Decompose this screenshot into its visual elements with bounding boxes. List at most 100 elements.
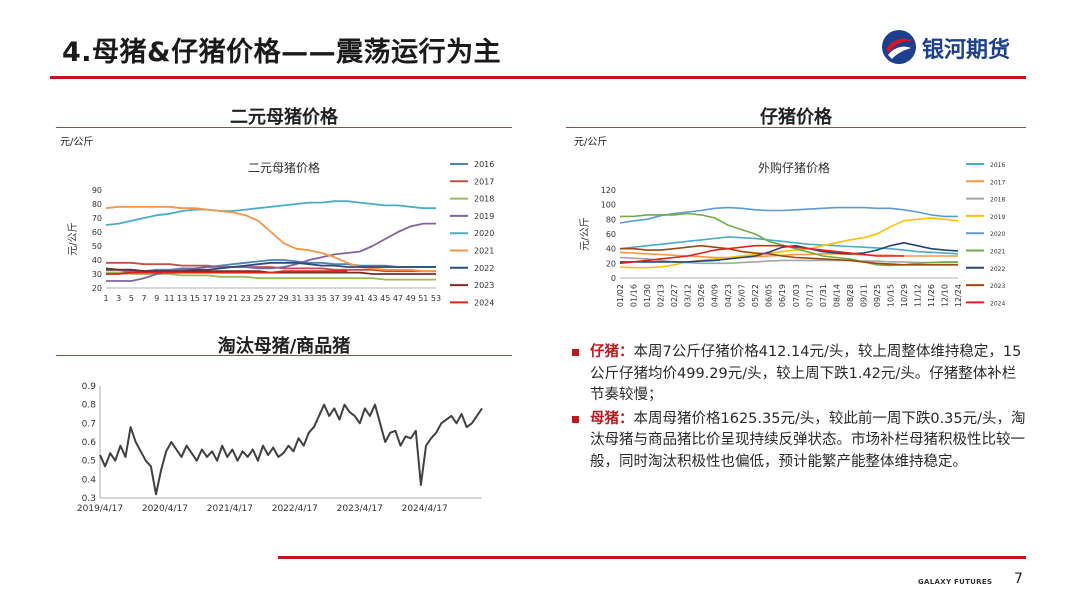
- y-tick-label: 30: [92, 270, 102, 279]
- x-tick-label: 2021/4/17: [207, 504, 253, 514]
- x-tick-label: 2019/4/17: [77, 504, 123, 514]
- x-tick-label: 01/02: [616, 284, 625, 307]
- x-tick-label: 2020/4/17: [142, 504, 188, 514]
- legend-label-2021: 2021: [474, 247, 494, 256]
- y-tick-label: 0.7: [82, 419, 96, 429]
- y-tick-label: 100: [601, 201, 616, 210]
- x-tick-label: 11/26: [927, 284, 936, 307]
- x-tick-label: 25: [253, 294, 263, 303]
- legend-label-2020: 2020: [990, 231, 1005, 238]
- y-axis-label: 元/公斤: [67, 222, 79, 255]
- y-tick-label: 0.5: [82, 457, 96, 467]
- x-tick-label: 2023/4/17: [337, 504, 383, 514]
- piglet-price-chart: 外购仔猪价格 0 20 40 60 80 100 120 01/02 01/16 01/30 02/1…: [579, 160, 1005, 307]
- x-tick-label: 09/11: [859, 284, 868, 307]
- series-line-2024: [106, 270, 348, 275]
- x-tick-label: 27: [266, 294, 276, 303]
- series-line-2023: [620, 244, 958, 266]
- galaxy-logo-icon: [882, 30, 916, 64]
- logo-text: 银河期货: [922, 38, 1011, 63]
- legend-label-2019: 2019: [990, 214, 1005, 221]
- y-tick-label: 0.8: [82, 401, 97, 411]
- bullet-square-icon: [572, 415, 579, 423]
- y-tick-label: 50: [92, 242, 102, 251]
- x-tick-label: 08/28: [846, 284, 855, 307]
- x-tick-label: 03/12: [684, 284, 693, 307]
- y-tick-label: 0.6: [82, 438, 97, 448]
- legend-label-2018: 2018: [474, 195, 494, 204]
- x-tick-label: 05/22: [751, 284, 760, 307]
- sow-unit-label: 元/公斤: [60, 137, 94, 148]
- x-tick-label: 33: [304, 294, 314, 303]
- x-tick-label: 12/24: [954, 284, 963, 307]
- x-tick-label: 03/26: [697, 284, 706, 307]
- x-tick-label: 11: [164, 294, 174, 303]
- x-tick-label: 11/12: [913, 284, 922, 307]
- x-tick-label: 01/30: [643, 284, 652, 307]
- legend-label-2021: 2021: [990, 249, 1005, 256]
- y-tick-label: 0.9: [82, 382, 97, 392]
- legend-label-2018: 2018: [990, 197, 1005, 204]
- x-tick-label: 06/05: [765, 284, 774, 307]
- title-divider: [50, 76, 1026, 79]
- y-tick-label: 80: [92, 200, 102, 209]
- legend-label-2016: 2016: [990, 162, 1005, 169]
- piglet-key: 仔猪：: [590, 344, 634, 360]
- chart-title: 二元母猪价格: [248, 160, 320, 175]
- piglet-price-section-title: 仔猪价格: [760, 107, 832, 128]
- series-line-2020: [105, 200, 436, 226]
- series-line-2020: [619, 206, 958, 224]
- cull-ratio-section-title: 淘汰母猪/商品猪: [217, 336, 351, 357]
- page-number: 7: [1014, 571, 1023, 587]
- commentary-list: 仔猪：本周7公斤仔猪价格412.14元/头，较上周整体维持稳定，15公斤仔猪均价…: [570, 342, 1030, 475]
- legend-label-2017: 2017: [474, 177, 494, 186]
- x-tick-label: 07/17: [805, 284, 814, 307]
- series-line-2024: [619, 244, 904, 265]
- x-tick-label: 2022/4/17: [272, 504, 318, 514]
- footer-brand: GALAXY FUTURES: [918, 578, 993, 586]
- sow-commentary: 母猪：本周母猪价格1625.35元/头，较此前一周下跌0.35元/头，淘汰母猪与…: [570, 409, 1030, 474]
- x-tick-label: 08/14: [832, 284, 841, 307]
- y-tick-label: 40: [92, 256, 102, 265]
- x-tick-label: 45: [380, 294, 390, 303]
- legend-label-2024: 2024: [990, 300, 1005, 307]
- sow-section-rule: [56, 127, 512, 128]
- y-tick-label: 60: [92, 228, 102, 237]
- x-tick-label: 21: [228, 294, 238, 303]
- x-tick-label: 41: [355, 294, 365, 303]
- x-tick-label: 39: [342, 294, 352, 303]
- legend-label-2023: 2023: [990, 283, 1005, 290]
- x-tick-label: 2024/4/17: [402, 504, 448, 514]
- piglet-commentary: 仔猪：本周7公斤仔猪价格412.14元/头，较上周整体维持稳定，15公斤仔猪均价…: [570, 342, 1030, 407]
- y-tick-label: 70: [92, 214, 102, 223]
- x-tick-label: 37: [329, 294, 339, 303]
- x-tick-label: 04/23: [724, 284, 733, 307]
- x-tick-label: 53: [431, 294, 441, 303]
- piglet-section-rule: [566, 127, 1026, 128]
- series-line-ratio: [99, 403, 483, 496]
- x-tick-label: 05/07: [738, 284, 747, 307]
- legend-label-2023: 2023: [474, 281, 494, 290]
- sow-price-section-title: 二元母猪价格: [230, 107, 338, 128]
- x-tick-label: 31: [291, 294, 301, 303]
- x-tick-label: 02/13: [657, 284, 666, 307]
- x-tick-label: 06/19: [778, 284, 787, 307]
- series-line-2018: [106, 271, 436, 281]
- sow-key: 母猪：: [590, 410, 634, 427]
- y-tick-label: 0.4: [82, 475, 97, 485]
- y-tick-label: 120: [601, 186, 616, 195]
- x-tick-label: 02/27: [670, 284, 679, 307]
- x-tick-label: 23: [241, 294, 251, 303]
- x-tick-label: 1: [103, 294, 108, 303]
- page-title: 4.母猪&仔猪价格——震荡运行为主: [62, 37, 502, 68]
- x-tick-label: 19: [215, 294, 225, 303]
- x-tick-label: 49: [406, 294, 416, 303]
- x-tick-label: 35: [317, 294, 327, 303]
- legend-label-2024: 2024: [474, 298, 494, 307]
- piglet-text: 本周7公斤仔猪价格412.14元/头，较上周整体维持稳定，15公斤仔猪均价499…: [590, 344, 1022, 403]
- bullet-square-icon: [572, 349, 579, 356]
- y-tick-label: 90: [92, 186, 102, 195]
- y-axis-label: 元/公斤: [579, 217, 591, 250]
- legend-label-2020: 2020: [474, 229, 494, 238]
